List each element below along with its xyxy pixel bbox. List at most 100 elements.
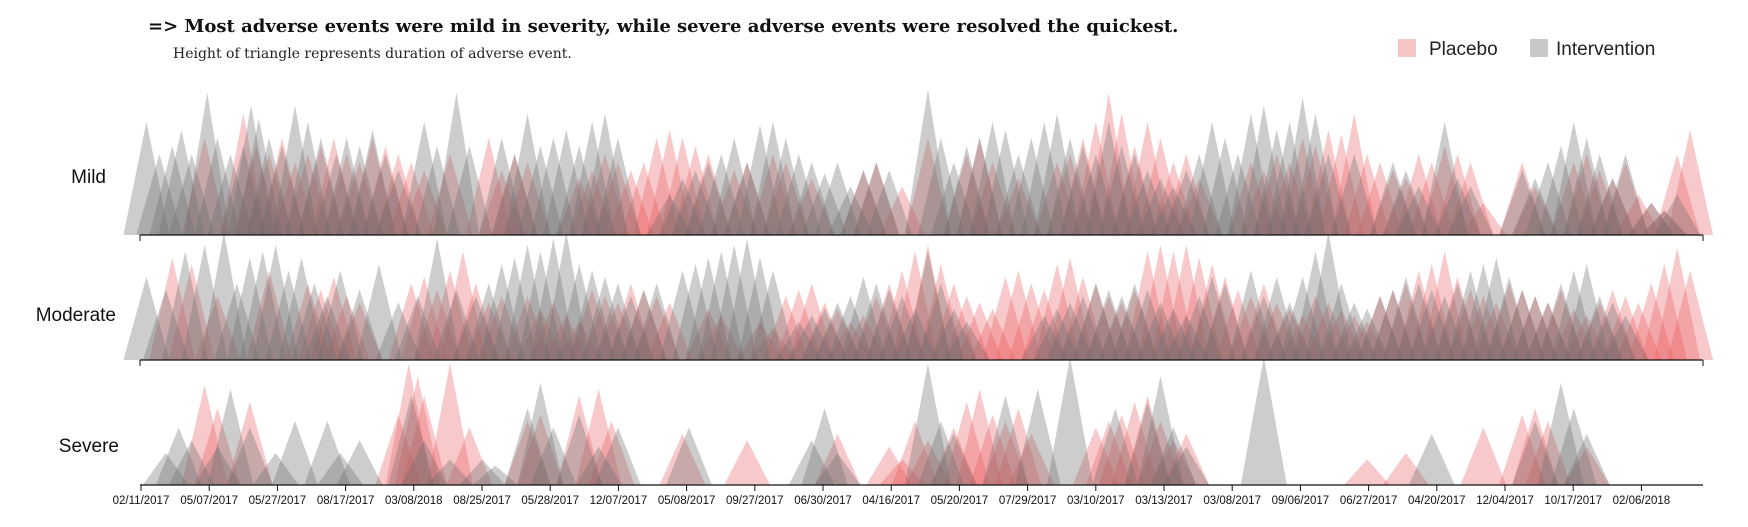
event-triangle — [158, 129, 205, 235]
event-triangle — [1008, 283, 1055, 360]
event-triangle — [685, 154, 732, 235]
event-triangle — [1512, 186, 1559, 235]
event-triangle — [226, 401, 273, 485]
event-triangle — [1163, 244, 1210, 360]
event-triangle — [1163, 170, 1210, 235]
event-triangle — [1137, 137, 1184, 235]
event-triangle — [1214, 154, 1261, 235]
event-triangle — [685, 308, 732, 360]
event-triangle — [943, 321, 990, 360]
event-triangle — [259, 137, 306, 235]
event-triangle — [1034, 162, 1081, 235]
event-triangle — [433, 92, 480, 235]
event-triangle — [1176, 296, 1223, 360]
event-triangle — [582, 296, 629, 360]
event-triangle — [1447, 186, 1494, 235]
event-triangle — [414, 238, 461, 360]
event-triangle — [297, 137, 344, 235]
event-triangle — [1111, 154, 1158, 235]
event-triangle — [569, 121, 616, 235]
event-triangle — [698, 315, 745, 360]
event-triangle — [659, 137, 706, 235]
event-triangle — [1602, 154, 1649, 235]
event-triangle — [375, 302, 422, 360]
x-axis: 02/11/2017 05/07/2017 05/27/2017 08/17/2017… — [113, 485, 1670, 507]
event-triangle — [556, 264, 603, 360]
x-tick-label: 03/08/2017 — [1203, 495, 1261, 507]
event-triangle — [904, 244, 951, 360]
event-triangle — [388, 395, 435, 485]
event-triangle — [866, 170, 913, 235]
event-triangle — [1318, 134, 1365, 235]
event-triangle — [1344, 459, 1391, 485]
event-triangle — [917, 264, 964, 360]
event-triangle — [1059, 145, 1106, 235]
event-triangle — [1602, 315, 1649, 360]
event-triangle — [362, 145, 409, 235]
event-triangle — [375, 154, 422, 235]
event-triangle — [194, 408, 241, 485]
event-triangle — [1150, 186, 1197, 235]
event-triangle — [840, 276, 887, 360]
event-triangle — [1331, 113, 1378, 235]
event-triangle — [1047, 257, 1094, 360]
event-triangle — [904, 440, 951, 485]
event-triangle — [168, 154, 215, 235]
event-triangle — [633, 137, 680, 235]
event-triangle — [1576, 302, 1623, 360]
event-triangle — [401, 170, 448, 235]
event-triangle — [207, 389, 254, 485]
event-triangle — [278, 257, 325, 360]
event-triangle — [1318, 308, 1365, 360]
event-triangle — [123, 121, 170, 235]
event-triangle — [1124, 170, 1171, 235]
event-triangle — [284, 154, 331, 235]
event-triangle — [1014, 389, 1061, 485]
event-triangle — [556, 395, 603, 485]
event-triangle — [1098, 414, 1145, 485]
event-triangle — [1227, 162, 1274, 235]
x-tick-label: 12/04/2017 — [1476, 495, 1534, 507]
event-triangle — [1279, 137, 1326, 235]
event-triangle — [1111, 145, 1158, 235]
event-triangle — [762, 296, 809, 360]
event-triangle — [762, 162, 809, 235]
event-triangle — [1589, 289, 1636, 360]
x-tick-label: 03/10/2017 — [1067, 495, 1125, 507]
event-triangle — [1072, 427, 1119, 485]
event-triangle — [491, 257, 538, 360]
event-triangle — [1369, 289, 1416, 360]
x-tick-label: 02/11/2017 — [113, 495, 170, 507]
event-triangle — [930, 308, 977, 360]
event-triangle — [1434, 276, 1481, 360]
event-triangle — [1072, 154, 1119, 235]
event-triangle — [1641, 210, 1688, 235]
event-triangle — [336, 162, 383, 235]
event-triangle — [982, 129, 1029, 235]
event-triangle — [1279, 276, 1326, 360]
event-triangle — [749, 328, 796, 360]
event-triangle — [904, 251, 951, 360]
event-triangle — [1137, 376, 1184, 485]
event-triangle — [310, 137, 357, 235]
event-triangle — [239, 251, 286, 360]
event-triangle — [917, 421, 964, 485]
event-triangle — [1008, 433, 1055, 485]
event-triangle — [879, 186, 926, 235]
event-triangle — [1382, 283, 1429, 360]
event-triangle — [446, 145, 493, 235]
event-triangle — [504, 421, 551, 485]
event-triangle — [1176, 178, 1223, 235]
event-triangle — [452, 283, 499, 360]
event-triangle — [1369, 289, 1416, 360]
event-triangle — [1447, 162, 1494, 235]
event-triangle — [1240, 105, 1287, 236]
x-tick-label: 12/07/2017 — [590, 495, 648, 507]
event-triangle — [1331, 315, 1378, 360]
event-triangle — [879, 270, 926, 360]
event-triangle — [1266, 308, 1313, 360]
event-triangle — [375, 414, 422, 485]
event-triangle — [1408, 162, 1455, 235]
event-triangle — [1524, 302, 1571, 360]
event-triangle — [1202, 283, 1249, 360]
